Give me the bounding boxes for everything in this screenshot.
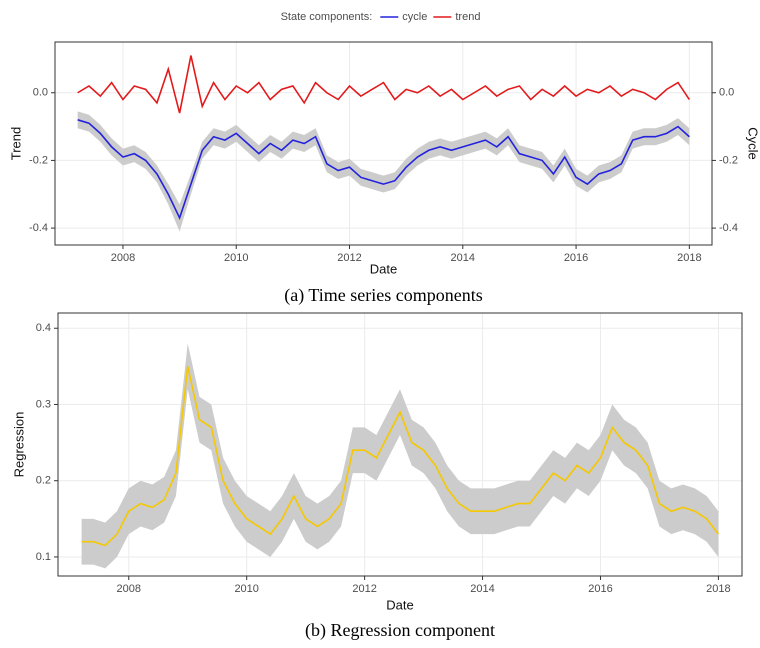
y2-tick-label: -0.4 [719, 222, 738, 234]
x-tick-label: 2008 [111, 252, 135, 264]
legend-label: cycle [402, 11, 427, 23]
y-tick-label: 0.4 [36, 322, 51, 334]
y-tick-label: -0.4 [29, 222, 48, 234]
legend-title: State components: [281, 11, 373, 23]
x-tick-label: 2010 [234, 583, 258, 595]
y-tick-label: 0.1 [36, 551, 51, 563]
y2-axis-title: Cycle [746, 127, 760, 160]
x-axis-title: Date [386, 597, 413, 612]
y-tick-label: -0.2 [29, 154, 48, 166]
y-axis-title: Regression [11, 412, 26, 478]
y-tick-label: 0.0 [33, 87, 48, 99]
legend-label: trend [455, 11, 480, 23]
x-tick-label: 2016 [588, 583, 612, 595]
x-tick-label: 2018 [677, 252, 701, 264]
x-tick-label: 2012 [352, 583, 376, 595]
panel [55, 42, 712, 245]
caption: (b) Regression component [305, 620, 495, 641]
y2-tick-label: -0.2 [719, 154, 738, 166]
x-tick-label: 2014 [451, 252, 475, 264]
y2-tick-label: 0.0 [719, 87, 734, 99]
x-tick-label: 2018 [706, 583, 730, 595]
x-tick-label: 2008 [117, 583, 141, 595]
series-line [77, 119, 690, 221]
series-line [77, 55, 691, 114]
panel-border [57, 312, 743, 577]
caption: (a) Time series components [284, 285, 482, 306]
y-tick-label: 0.3 [36, 398, 51, 410]
panel-border [54, 41, 713, 246]
x-tick-label: 2010 [224, 252, 248, 264]
x-axis-title: Date [370, 261, 397, 276]
confidence-band [77, 111, 690, 232]
y-tick-label: 0.2 [36, 475, 51, 487]
y-axis-title: Trend [8, 127, 23, 160]
series-line [81, 366, 720, 547]
x-tick-label: 2016 [564, 252, 588, 264]
x-tick-label: 2012 [337, 252, 361, 264]
x-tick-label: 2014 [470, 583, 494, 595]
